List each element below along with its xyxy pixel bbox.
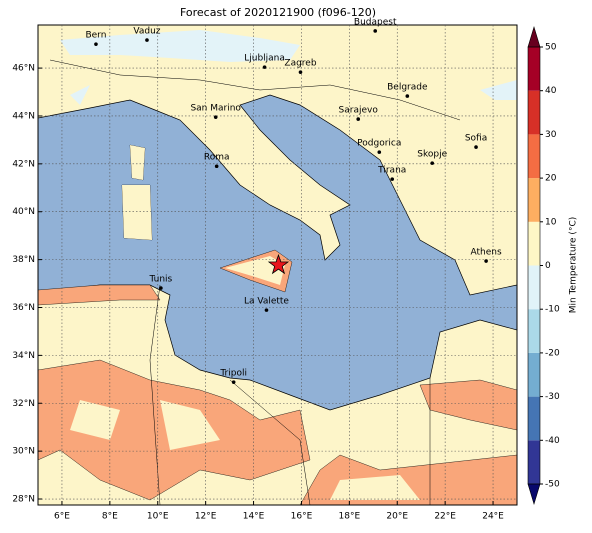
city-dot [484, 259, 488, 263]
y-tick-label: 28°N [12, 495, 35, 505]
colorbar-tick-label: -40 [545, 436, 560, 446]
x-tick-label: 20°E [386, 512, 408, 522]
y-tick-label: 32°N [12, 399, 35, 409]
city-label: Sofia [465, 134, 487, 144]
colorbar-tick-label: -20 [545, 348, 560, 358]
city-dot [264, 308, 269, 312]
colorbar-label: Min Temperature (°C) [569, 217, 579, 314]
city-label: San Marino [190, 104, 241, 114]
y-tick-label: 44°N [12, 111, 35, 121]
colorbar-segment [528, 178, 540, 222]
city-label: Vaduz [133, 27, 160, 37]
map-frame [37, 24, 518, 506]
city-label: Tripoli [219, 369, 247, 379]
y-tick-label: 34°N [12, 351, 35, 361]
city-dot [298, 70, 303, 74]
city-dot [94, 42, 98, 46]
title: Forecast of 2020121900 (f096-120) [180, 6, 376, 19]
colorbar-segment [528, 309, 540, 353]
city-dot [262, 65, 267, 69]
x-tick-label: 12°E [195, 512, 217, 522]
colorbar-tick-label: 40 [545, 86, 557, 96]
y-tick-label: 30°N [12, 447, 35, 457]
y-tick-label: 38°N [12, 255, 35, 265]
colorbar-segment [528, 396, 540, 441]
x-tick-label: 6°E [54, 512, 70, 522]
colorbar-segment [528, 47, 540, 91]
city-label: Skopje [417, 150, 447, 160]
colorbar-tick-label: -10 [545, 305, 560, 315]
colorbar-tick-label: 10 [545, 217, 557, 227]
city-label: La Valette [244, 297, 289, 307]
star-marker [267, 253, 290, 275]
y-tick-label: 46°N [12, 64, 35, 74]
city-label: Tirana [377, 166, 406, 176]
city-dot [373, 29, 378, 33]
colorbar-segment [528, 265, 540, 310]
city-dot [214, 164, 219, 169]
city-dot [474, 145, 478, 149]
city-label: Athens [471, 248, 502, 258]
city-label: Roma [204, 153, 230, 163]
x-tick-label: 10°E [147, 512, 169, 522]
colorbar-extend-under [527, 483, 541, 506]
city-dot [430, 161, 435, 165]
city-dot [231, 380, 236, 384]
x-tick-label: 16°E [291, 512, 313, 522]
city-label: Sarajevo [339, 106, 379, 116]
x-tick-label: 22°E [434, 512, 456, 522]
x-tick-label: 8°E [102, 512, 118, 522]
city-dot [377, 150, 382, 154]
city-dot [145, 38, 149, 42]
colorbar-segment [528, 90, 540, 135]
colorbar-tick-label: -50 [545, 480, 560, 490]
colorbar-tick-label: 0 [545, 261, 551, 271]
colorbar-segment [528, 221, 540, 266]
city-dot [159, 286, 163, 290]
city-label: Belgrade [387, 83, 428, 93]
city-label: Zagreb [284, 59, 316, 69]
borders [49, 59, 461, 505]
colorbar-tick-label: 30 [545, 130, 557, 140]
x-tick-label: 14°E [243, 512, 265, 522]
colorbar-tick-label: 20 [545, 174, 557, 184]
y-tick-label: 36°N [12, 303, 35, 313]
city-label: Ljubljana [244, 54, 285, 64]
colorbar-segment [528, 440, 540, 484]
city-dot [356, 117, 361, 121]
city-dot [405, 94, 410, 98]
city-label: Tunis [148, 275, 172, 285]
y-tick-label: 40°N [12, 207, 35, 217]
x-tick-label: 18°E [339, 512, 361, 522]
city-dot [390, 177, 395, 181]
colorbar-segment [528, 134, 540, 179]
colorbar-tick-label: -30 [545, 392, 560, 402]
city-dot [213, 115, 218, 119]
y-tick-label: 42°N [12, 159, 35, 169]
cold-patch [60, 30, 517, 105]
x-tick-label: 24°E [482, 512, 504, 522]
city-label: Podgorica [357, 139, 401, 149]
city-label: Bern [85, 31, 106, 41]
colorbar-tick-label: 50 [545, 43, 557, 53]
colorbar-extend-over [527, 25, 541, 48]
colorbar-segment [528, 352, 540, 397]
city-label: Budapest [354, 17, 397, 27]
